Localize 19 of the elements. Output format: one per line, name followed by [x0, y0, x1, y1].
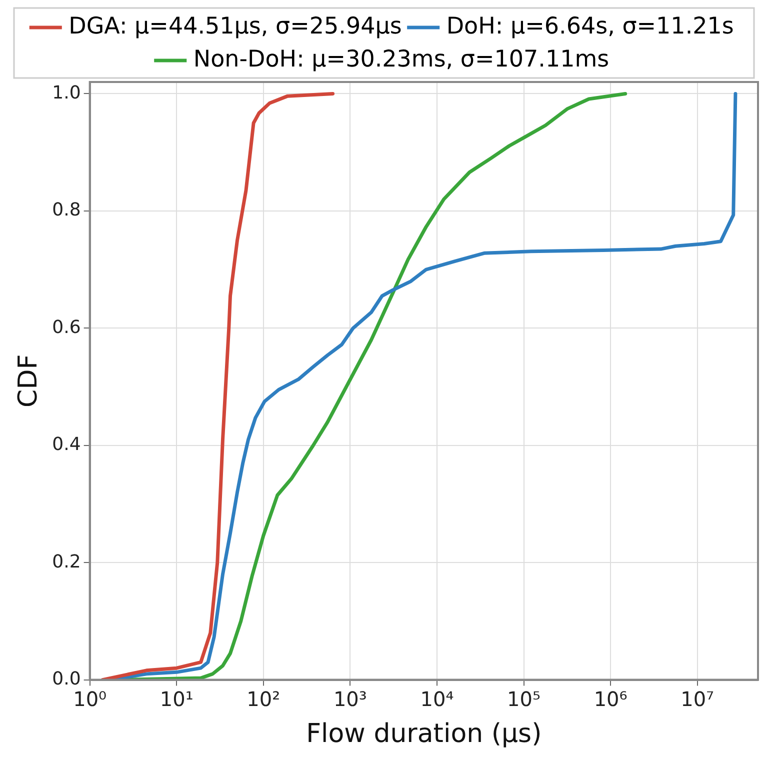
y-axis-title: CDF: [13, 354, 44, 408]
x-tick-label: 10¹: [160, 687, 194, 712]
legend-label: DoH: μ=6.64s, σ=11.21s: [446, 13, 734, 40]
legend-label: Non-DoH: μ=30.23ms, σ=107.11ms: [193, 46, 610, 72]
x-tick-label: 10⁴: [420, 687, 454, 712]
x-tick-label: 10²: [246, 687, 280, 712]
x-tick-label: 10³: [333, 687, 367, 712]
legend-label: DGA: μ=44.51μs, σ=25.94μs: [68, 13, 402, 40]
y-tick-label: 0.6: [52, 316, 81, 338]
y-tick-label: 1.0: [52, 82, 81, 104]
x-tick-label: 10⁵: [507, 687, 540, 712]
y-tick-label: 0.2: [52, 551, 81, 572]
x-tick-label: 10⁰: [73, 687, 107, 712]
y-tick-label: 0.8: [52, 200, 81, 221]
y-tick-label: 0.0: [52, 668, 81, 690]
x-tick-label: 10⁶: [594, 687, 628, 712]
x-axis-title: Flow duration (μs): [306, 719, 542, 750]
x-tick-label: 10⁷: [680, 687, 714, 712]
y-tick-label: 0.4: [52, 434, 81, 456]
